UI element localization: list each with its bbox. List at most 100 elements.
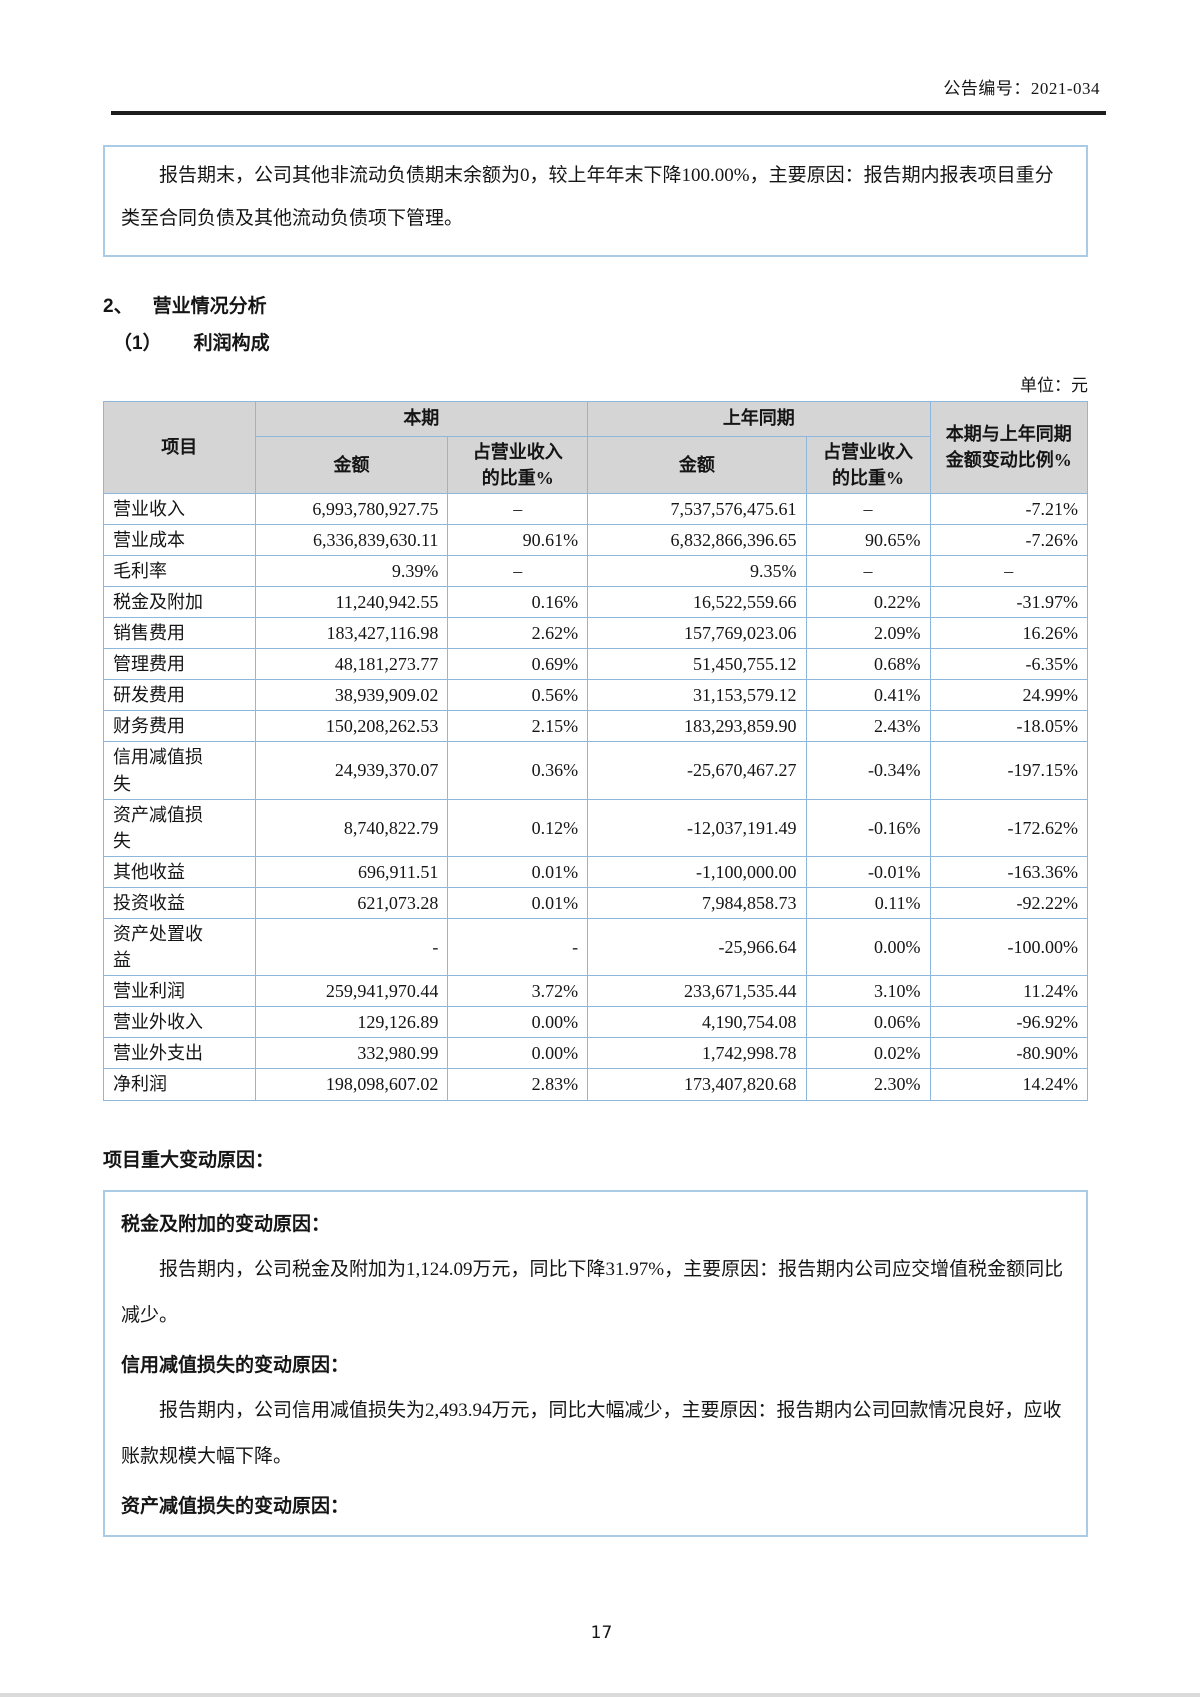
cell-current-amount: 332,980.99: [254, 1037, 449, 1070]
cell-item: 营业外收入: [103, 1006, 256, 1039]
section-number: 2、: [103, 295, 133, 317]
cell-change-ratio: -7.21%: [929, 492, 1089, 525]
cell-change-ratio: -197.15%: [929, 741, 1089, 800]
cell-prior-ratio: 0.22%: [805, 585, 931, 619]
page-content: 公告编号：2021-034 报告期末，公司其他非流动负债期末余额为0，较上年年末…: [103, 0, 1106, 1644]
cell-prior-ratio: 0.02%: [805, 1037, 931, 1070]
cell-prior-ratio: 0.68%: [805, 648, 931, 681]
cell-item: 信用减值损 失: [103, 741, 256, 800]
cell-prior-amount: 183,293,859.90: [587, 710, 807, 743]
cell-item: 营业成本: [103, 523, 256, 556]
profit-table-row: 其他收益 696,911.51 0.01% -1,100,000.00 -0.01% -1…: [103, 855, 1089, 888]
page-number: 17: [590, 1623, 613, 1644]
cell-prior-ratio: –: [805, 554, 931, 587]
cell-current-ratio: 2.83%: [447, 1068, 589, 1101]
cell-current-ratio: 0.01%: [447, 886, 589, 920]
intro-box: 报告期末，公司其他非流动负债期末余额为0，较上年年末下降100.00%，主要原因…: [103, 145, 1088, 257]
cell-current-amount: -: [254, 917, 449, 977]
cell-current-ratio: 0.00%: [447, 1006, 589, 1039]
cell-prior-amount: 233,671,535.44: [587, 975, 807, 1008]
cell-item: 销售费用: [103, 617, 256, 650]
cell-current-ratio: 2.15%: [447, 710, 589, 743]
profit-table-row: 税金及附加 11,240,942.55 0.16% 16,522,559.66 0.22…: [103, 585, 1089, 619]
cell-item: 财务费用: [103, 710, 256, 743]
col-header-current-period: 本期: [254, 400, 589, 437]
header-row-groups: 项目 本期 上年同期 本期与上年同期 金额变动比例%: [103, 400, 1089, 494]
profit-table-body: 营业收入 6,993,780,927.75–7,537,576,475.61– -7…: [103, 492, 1089, 1101]
profit-table-row: 研发费用 38,939,909.02 0.56% 31,153,579.12 0.41%…: [103, 679, 1089, 712]
intro-paragraph: 报告期末，公司其他非流动负债期末余额为0，较上年年末下降100.00%，主要原因…: [121, 165, 1054, 229]
cell-change-ratio: 11.24%: [929, 975, 1089, 1008]
cell-current-ratio: 0.69%: [447, 648, 589, 681]
cell-prior-amount: -25,966.64: [587, 917, 807, 977]
cell-prior-ratio: 2.43%: [805, 710, 931, 743]
reason-heading-credit-impairment: 信用减值损失的变动原因：: [121, 1354, 350, 1376]
cell-current-ratio: 3.72%: [447, 975, 589, 1008]
cell-item: 其他收益: [103, 855, 256, 888]
cell-item: 资产减值损 失: [103, 798, 256, 857]
cell-prior-amount: -12,037,191.49: [587, 798, 807, 857]
cell-item: 营业利润: [103, 975, 256, 1008]
header-row-subcolumns: 金额 占营业收入 的比重% 金额 占营业收入 的比重%: [104, 435, 1088, 494]
cell-prior-ratio: 3.10%: [805, 975, 931, 1008]
cell-current-ratio: 0.56%: [447, 679, 589, 712]
cell-prior-amount: 9.35%: [587, 554, 807, 587]
cell-prior-ratio: 90.65%: [805, 523, 931, 556]
cell-prior-ratio: 0.11%: [805, 886, 931, 920]
col-header-item: 项目: [103, 400, 256, 494]
cell-item: 税金及附加: [103, 585, 256, 619]
cell-change-ratio: 16.26%: [929, 617, 1089, 650]
subsection-number: （1）: [113, 332, 162, 354]
cell-change-ratio: 14.24%: [929, 1068, 1089, 1101]
cell-change-ratio: 24.99%: [929, 679, 1089, 712]
cell-change-ratio: -163.36%: [929, 855, 1089, 888]
cell-current-amount: 48,181,273.77: [254, 648, 449, 681]
reasons-box: 税金及附加的变动原因： 报告期内，公司税金及附加为1,124.09万元，同比下降…: [103, 1189, 1088, 1538]
cell-change-ratio: -172.62%: [929, 798, 1089, 857]
cell-current-amount: 259,941,970.44: [254, 975, 449, 1008]
cell-current-ratio: 0.01%: [447, 855, 589, 888]
profit-composition-table: 项目 本期 上年同期 本期与上年同期 金额变动比例% 金额 占营业收入 的比重%…: [103, 400, 1089, 1101]
section-title: 营业情况分析: [152, 295, 267, 317]
cell-current-amount: 9.39%: [254, 554, 449, 587]
cell-current-amount: 198,098,607.02: [254, 1068, 449, 1101]
header-rule: [111, 111, 1106, 115]
cell-current-amount: 8,740,822.79: [254, 798, 449, 857]
cell-item: 研发费用: [103, 679, 256, 712]
cell-prior-ratio: -0.16%: [805, 798, 931, 857]
unit-label: 单位：元: [1020, 375, 1088, 395]
cell-prior-ratio: 2.30%: [805, 1068, 931, 1101]
reason-paragraph-credit-impairment: 报告期内，公司信用减值损失为2,493.94万元，同比大幅减少，主要原因：报告期…: [121, 1400, 1062, 1467]
cell-item: 营业收入: [103, 492, 256, 525]
cell-current-amount: 38,939,909.02: [254, 679, 449, 712]
subsection-title: 利润构成: [193, 332, 270, 354]
profit-table-row: 毛利率 9.39% –9.35% – –: [103, 554, 1089, 587]
cell-current-amount: 11,240,942.55: [254, 585, 449, 619]
col-header-change-ratio: 本期与上年同期 金额变动比例%: [929, 400, 1089, 494]
announcement-number: 公告编号：2021-034: [943, 79, 1100, 98]
cell-prior-ratio: –: [805, 492, 931, 525]
cell-current-amount: 6,336,839,630.11: [254, 523, 449, 556]
cell-prior-amount: 51,450,755.12: [587, 648, 807, 681]
profit-table-row: 营业利润 259,941,970.44 3.72% 233,671,535.44 3.1…: [103, 975, 1089, 1008]
cell-change-ratio: -31.97%: [929, 585, 1089, 619]
cell-current-amount: 24,939,370.07: [254, 741, 449, 800]
reason-heading-asset-impairment: 资产减值损失的变动原因：: [121, 1495, 350, 1517]
cell-change-ratio: -100.00%: [929, 917, 1089, 977]
cell-item: 管理费用: [103, 648, 256, 681]
cell-item: 投资收益: [103, 886, 256, 920]
cell-current-ratio: 90.61%: [447, 523, 589, 556]
reason-heading-taxes: 税金及附加的变动原因：: [121, 1213, 331, 1235]
cell-current-amount: 183,427,116.98: [254, 617, 449, 650]
cell-prior-amount: 7,537,576,475.61: [587, 492, 807, 525]
cell-current-ratio: 2.62%: [447, 617, 589, 650]
cell-item: 资产处置收 益: [103, 917, 256, 977]
cell-item: 净利润: [103, 1068, 256, 1101]
cell-current-ratio: –: [447, 554, 589, 587]
reasons-section-title: 项目重大变动原因：: [103, 1149, 275, 1171]
cell-item: 营业外支出: [103, 1037, 256, 1070]
profit-table-row: 财务费用 150,208,262.53 2.15% 183,293,859.90 2.4…: [103, 710, 1089, 743]
cell-current-amount: 129,126.89: [254, 1006, 449, 1039]
cell-prior-amount: -1,100,000.00: [587, 855, 807, 888]
subsection-heading: （1） 利润构成: [103, 328, 1100, 355]
